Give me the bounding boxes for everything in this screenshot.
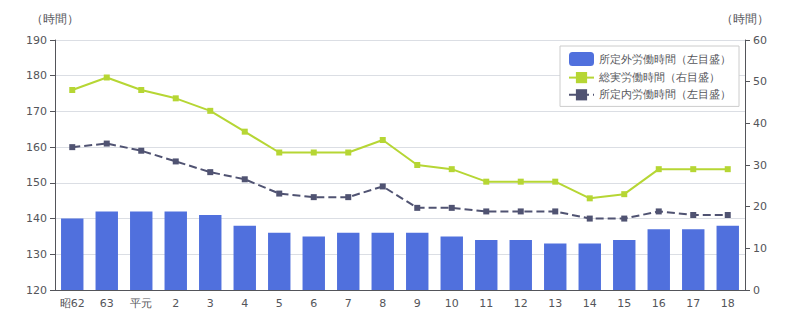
svg-text:昭62: 昭62 bbox=[60, 297, 85, 310]
svg-text:40: 40 bbox=[753, 117, 767, 130]
svg-text:180: 180 bbox=[26, 69, 47, 82]
svg-text:8: 8 bbox=[379, 297, 386, 310]
svg-text:60: 60 bbox=[753, 34, 767, 47]
svg-text:20: 20 bbox=[753, 200, 767, 213]
svg-text:0: 0 bbox=[753, 284, 760, 297]
svg-text:10: 10 bbox=[445, 297, 459, 310]
svg-text:17: 17 bbox=[686, 297, 700, 310]
svg-text:平元: 平元 bbox=[130, 297, 152, 310]
svg-text:所定外労働時間（左目盛）: 所定外労働時間（左目盛） bbox=[599, 53, 731, 66]
svg-text:12: 12 bbox=[514, 297, 528, 310]
svg-text:4: 4 bbox=[241, 297, 248, 310]
svg-text:160: 160 bbox=[26, 141, 47, 154]
svg-text:5: 5 bbox=[276, 297, 283, 310]
svg-text:2: 2 bbox=[172, 297, 179, 310]
svg-text:10: 10 bbox=[753, 242, 767, 255]
svg-text:14: 14 bbox=[583, 297, 597, 310]
svg-text:140: 140 bbox=[26, 212, 47, 225]
svg-text:13: 13 bbox=[548, 297, 562, 310]
svg-text:3: 3 bbox=[207, 297, 214, 310]
svg-text:所定内労働時間（左目盛）: 所定内労働時間（左目盛） bbox=[599, 88, 731, 101]
svg-text:16: 16 bbox=[652, 297, 666, 310]
svg-text:7: 7 bbox=[345, 297, 352, 310]
svg-text:15: 15 bbox=[617, 297, 631, 310]
svg-text:18: 18 bbox=[721, 297, 735, 310]
svg-text:130: 130 bbox=[26, 248, 47, 261]
svg-text:9: 9 bbox=[414, 297, 421, 310]
svg-text:11: 11 bbox=[479, 297, 493, 310]
svg-text:190: 190 bbox=[26, 34, 47, 47]
svg-text:6: 6 bbox=[310, 297, 317, 310]
svg-text:30: 30 bbox=[753, 159, 767, 172]
svg-text:150: 150 bbox=[26, 176, 47, 189]
svg-text:（時間）: （時間） bbox=[31, 12, 79, 26]
svg-text:（時間）: （時間） bbox=[721, 12, 769, 26]
svg-text:170: 170 bbox=[26, 105, 47, 118]
svg-text:63: 63 bbox=[100, 297, 114, 310]
svg-text:総実労働時間（右目盛）: 総実労働時間（右目盛） bbox=[598, 71, 720, 84]
svg-text:50: 50 bbox=[753, 75, 767, 88]
svg-text:120: 120 bbox=[26, 284, 47, 297]
